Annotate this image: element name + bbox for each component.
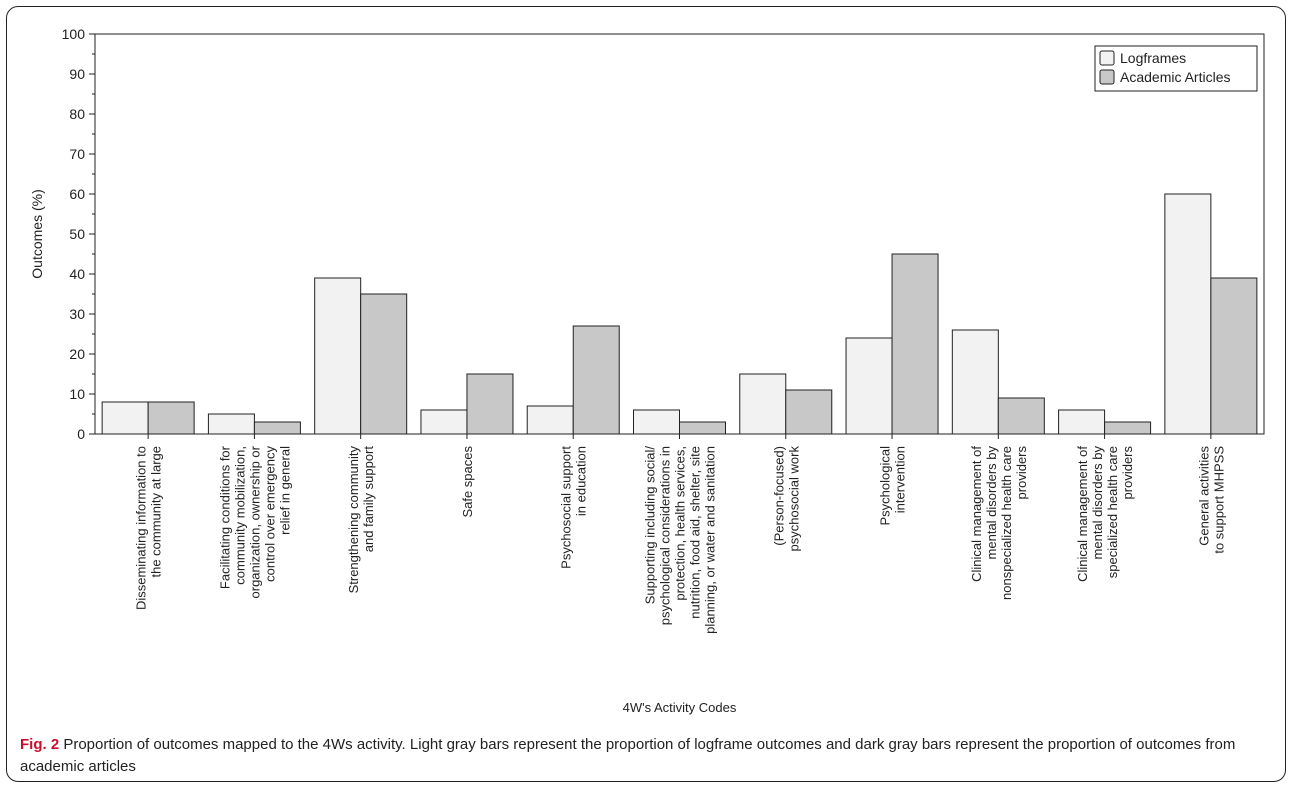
y-tick-label: 30 <box>69 306 85 322</box>
x-tick-label-line: Strengthening community <box>346 446 361 594</box>
x-tick-label: Psychological intervention <box>878 446 908 526</box>
y-axis-label: Outcomes (%) <box>29 189 45 278</box>
caption-text: Proportion of outcomes mapped to the 4Ws… <box>20 736 1236 775</box>
y-tick-label: 0 <box>77 426 85 442</box>
x-tick-label-line: psychosocial work <box>786 446 801 552</box>
y-tick-label: 100 <box>62 26 86 42</box>
bar-logframes <box>526 405 574 435</box>
x-tick-label-line: (Person-focused) <box>771 446 786 546</box>
bar-academic-articles <box>253 421 301 435</box>
x-tick-label-line: organization, ownership or <box>247 445 262 598</box>
x-tick-label-line: providers <box>1014 446 1029 500</box>
bar-logframes <box>101 401 149 435</box>
figure-frame <box>6 6 1286 782</box>
y-tick-label: 40 <box>69 266 85 282</box>
bar-academic-articles <box>997 397 1045 435</box>
x-tick-label-line: protection, health services, <box>673 446 688 601</box>
x-tick-label: Psychosocial support in education <box>559 446 589 569</box>
x-tick-label: (Person-focused) psychosocial work <box>771 446 801 552</box>
x-tick-label: Supporting including social/psychologica… <box>643 446 718 634</box>
x-tick-label-line: providers <box>1120 446 1135 500</box>
x-tick-label-line: nutrition, food aid, shelter, site <box>688 446 703 619</box>
bar-logframes <box>739 373 787 435</box>
x-tick-label-line: intervention <box>893 446 908 513</box>
x-tick-label-line: specialized health care <box>1105 446 1120 578</box>
y-tick-label: 60 <box>69 186 85 202</box>
x-tick-label-line: and family support <box>361 446 376 553</box>
x-tick-label: Safe spaces <box>460 446 475 518</box>
bar-academic-articles <box>1210 277 1258 435</box>
bar-academic-articles <box>572 325 620 435</box>
bar-academic-articles <box>360 293 408 435</box>
x-tick-label: Strengthening community and family suppor… <box>346 446 376 594</box>
bar-logframes <box>633 409 680 435</box>
bar-chart: 0 10 20 30 40 50 60 70 80 90 100 Outcomes (%) 4W's A… <box>29 26 1265 715</box>
bar-logframes <box>1058 409 1106 435</box>
bar-logframes <box>420 409 468 435</box>
x-tick-label: Clinical management of mental disorders b… <box>969 446 1029 600</box>
y-tick-label: 10 <box>69 386 85 402</box>
x-tick-label-line: Psychosocial support <box>559 446 574 569</box>
x-tick-label-line: Psychological <box>878 446 893 526</box>
x-tick-label-line: Clinical management of <box>969 446 984 582</box>
x-tick-label-line: in education <box>574 446 589 516</box>
x-tick-label-line: planning, or water and sanitation <box>703 446 718 634</box>
x-tick-label-line: nonspecialized health care <box>999 446 1014 600</box>
figure-label: Fig. 2 <box>20 736 60 753</box>
x-tick-label: Disseminating information to the communit… <box>134 446 164 610</box>
y-tick-label: 50 <box>69 226 85 242</box>
bar-logframes <box>207 413 255 435</box>
bar-academic-articles <box>147 401 195 435</box>
bar-academic-articles <box>891 253 939 435</box>
x-tick-label-line: the community at large <box>149 446 164 578</box>
x-tick-label: Clinical management of mental disorders b… <box>1075 446 1135 582</box>
legend-label: Logframes <box>1120 50 1186 66</box>
bar-academic-articles <box>466 373 514 435</box>
legend-box <box>1094 45 1258 92</box>
x-tick-label-line: Safe spaces <box>460 446 475 518</box>
x-axis-label: 4W's Activity Codes <box>623 700 737 715</box>
x-tick-label-line: mental disorders by <box>1090 446 1105 560</box>
x-tick-label-line: mental disorders by <box>984 446 999 560</box>
y-tick-label: 90 <box>69 66 85 82</box>
x-tick-label-line: control over emergency <box>262 446 277 582</box>
bar-logframes <box>845 337 893 435</box>
figure-caption: Fig. 2 Proportion of outcomes mapped to … <box>20 734 1275 778</box>
x-tick-label-line: General activities <box>1196 446 1211 546</box>
bar-logframes <box>951 329 999 435</box>
x-tick-label: General activities to support MHPSS <box>1196 446 1226 554</box>
x-tick-label: Facilitating conditions for community mob… <box>217 445 292 598</box>
x-tick-label-line: community mobilization, <box>232 446 247 585</box>
y-tick-label: 80 <box>69 106 85 122</box>
plot-area <box>94 33 1265 435</box>
x-tick-label-line: Facilitating conditions for <box>217 445 232 589</box>
legend-label: Academic Articles <box>1120 69 1230 85</box>
bar-academic-articles <box>679 421 726 435</box>
bar-academic-articles <box>1104 421 1152 435</box>
y-tick-label: 70 <box>69 146 85 162</box>
y-tick-label: 20 <box>69 346 85 362</box>
legend-swatch <box>1099 69 1115 85</box>
legend-swatch <box>1099 50 1115 66</box>
x-tick-label-line: to support MHPSS <box>1211 446 1226 554</box>
bar-logframes <box>314 277 362 435</box>
x-tick-label-line: relief in general <box>277 446 292 535</box>
x-tick-label-line: Supporting including social/ <box>643 446 658 605</box>
bar-academic-articles <box>785 389 833 435</box>
bar-logframes <box>1164 193 1212 435</box>
x-tick-label-line: psychological considerations in <box>658 446 673 625</box>
x-tick-label-line: Disseminating information to <box>134 446 149 610</box>
x-tick-label-line: Clinical management of <box>1075 446 1090 582</box>
